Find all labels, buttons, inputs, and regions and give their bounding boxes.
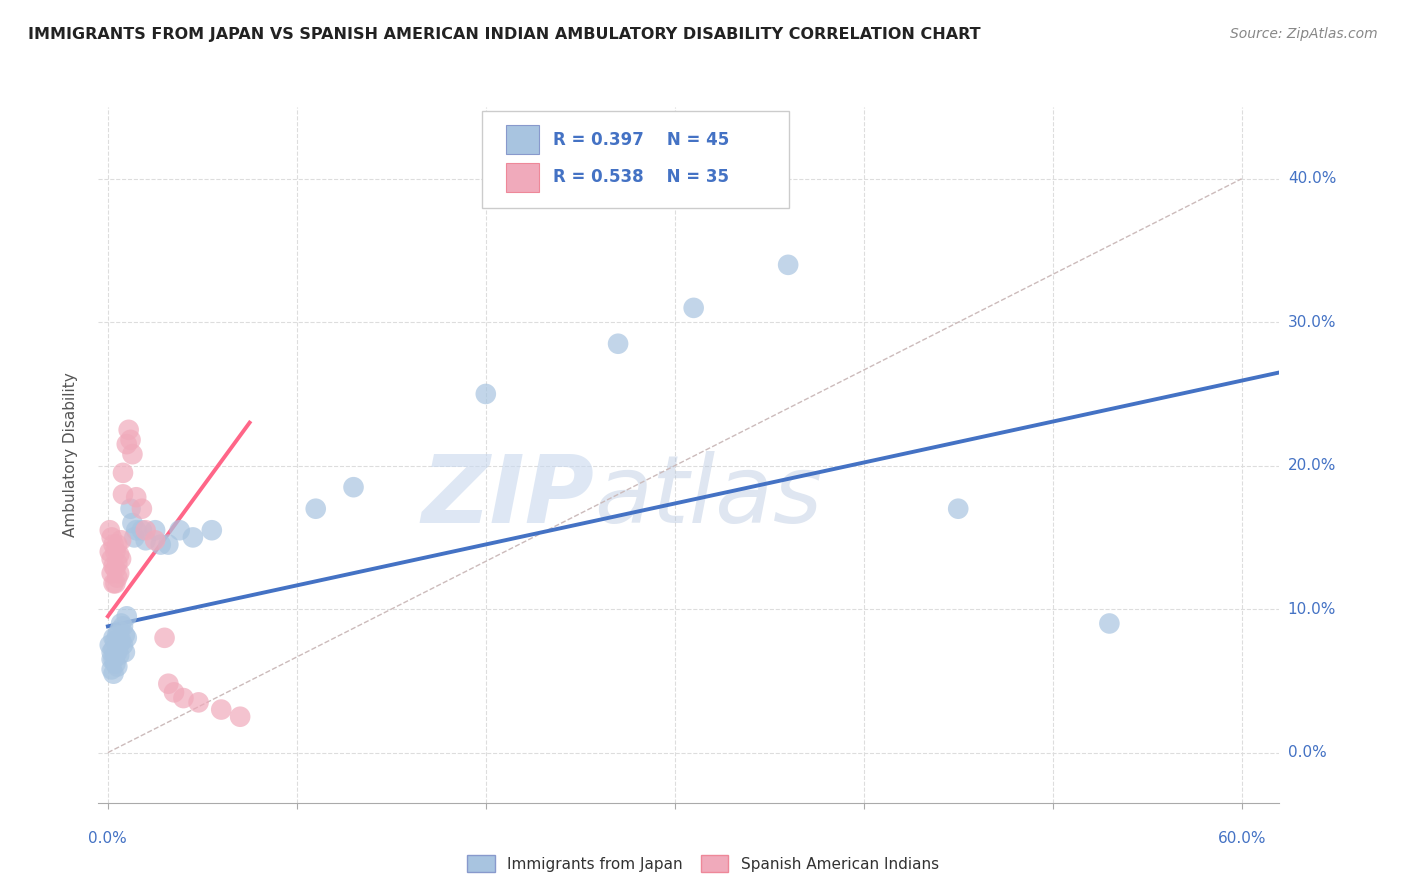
Point [157, 538, 180, 552]
Point [778, 258, 800, 272]
Point [98, 523, 121, 537]
Point [105, 571, 128, 585]
Point [103, 666, 125, 681]
Point [105, 628, 128, 642]
Point [110, 533, 132, 548]
Point [229, 710, 252, 724]
Point [157, 677, 180, 691]
Text: 40.0%: 40.0% [1288, 171, 1336, 186]
Point [103, 642, 125, 657]
Point [115, 631, 138, 645]
Point [105, 556, 128, 570]
Text: R = 0.538    N = 35: R = 0.538 N = 35 [553, 169, 730, 186]
Point [108, 566, 131, 581]
Text: Source: ZipAtlas.com: Source: ZipAtlas.com [1230, 27, 1378, 41]
Point [125, 490, 148, 504]
Point [115, 437, 138, 451]
Point [108, 638, 131, 652]
Point [143, 523, 166, 537]
FancyBboxPatch shape [482, 111, 789, 208]
Text: R = 0.397    N = 45: R = 0.397 N = 45 [553, 131, 730, 149]
Point [209, 702, 232, 716]
Point [100, 652, 122, 666]
Legend: Immigrants from Japan, Spanish American Indians: Immigrants from Japan, Spanish American … [460, 847, 946, 880]
Point [108, 624, 131, 638]
Point [342, 480, 364, 494]
Y-axis label: Ambulatory Disability: Ambulatory Disability [63, 373, 77, 537]
Point [131, 523, 153, 537]
Point [111, 487, 134, 501]
Point [163, 685, 186, 699]
Point [104, 545, 127, 559]
Point [103, 559, 125, 574]
Point [110, 616, 132, 631]
Point [121, 447, 143, 461]
Point [118, 423, 141, 437]
Text: 0.0%: 0.0% [89, 830, 128, 846]
Point [143, 533, 166, 548]
Point [105, 645, 128, 659]
Point [948, 501, 970, 516]
Point [475, 387, 498, 401]
Text: atlas: atlas [595, 451, 823, 542]
Point [149, 538, 172, 552]
Point [104, 657, 127, 671]
Point [121, 516, 143, 530]
Point [172, 691, 194, 706]
Point [105, 538, 128, 552]
Point [111, 638, 134, 652]
Point [135, 533, 157, 548]
Point [135, 523, 157, 537]
Point [98, 545, 121, 559]
Text: 20.0%: 20.0% [1288, 458, 1336, 473]
Text: 0.0%: 0.0% [1288, 745, 1326, 760]
Point [100, 645, 122, 659]
Point [104, 633, 127, 648]
Text: 30.0%: 30.0% [1288, 315, 1336, 330]
Point [201, 523, 224, 537]
Point [115, 609, 138, 624]
Point [120, 433, 142, 447]
Text: 60.0%: 60.0% [1218, 830, 1265, 846]
Point [111, 466, 134, 480]
Point [305, 501, 328, 516]
Point [169, 523, 191, 537]
Point [120, 501, 142, 516]
Point [98, 638, 121, 652]
Point [100, 530, 122, 544]
Point [104, 562, 127, 576]
Text: ZIP: ZIP [422, 450, 595, 542]
Point [607, 336, 630, 351]
Text: IMMIGRANTS FROM JAPAN VS SPANISH AMERICAN INDIAN AMBULATORY DISABILITY CORRELATI: IMMIGRANTS FROM JAPAN VS SPANISH AMERICA… [28, 27, 981, 42]
Point [125, 523, 148, 537]
Point [103, 631, 125, 645]
Bar [506, 162, 538, 192]
Point [104, 648, 127, 662]
Point [131, 501, 153, 516]
Point [682, 301, 704, 315]
Point [114, 645, 136, 659]
Point [108, 648, 131, 662]
Point [103, 538, 125, 552]
Point [105, 659, 128, 673]
Bar [506, 125, 538, 154]
Point [114, 628, 136, 642]
Point [111, 619, 134, 633]
Point [187, 695, 209, 709]
Point [103, 576, 125, 591]
Point [103, 652, 125, 666]
Point [181, 530, 204, 544]
Point [100, 662, 122, 676]
Point [110, 552, 132, 566]
Point [100, 552, 122, 566]
Point [108, 548, 131, 562]
Point [100, 566, 122, 581]
Text: 10.0%: 10.0% [1288, 601, 1336, 616]
Point [1098, 616, 1121, 631]
Point [124, 530, 146, 544]
Point [104, 576, 127, 591]
Point [110, 633, 132, 648]
Point [153, 631, 176, 645]
